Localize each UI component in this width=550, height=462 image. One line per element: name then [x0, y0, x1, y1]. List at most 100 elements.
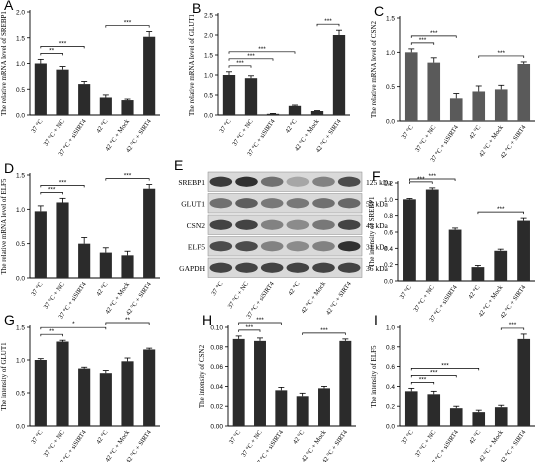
bar-6 [143, 188, 156, 278]
bar-5 [494, 407, 508, 426]
significance-bracket [40, 326, 107, 330]
bar-1 [403, 199, 416, 281]
y-tick-label: 1.5 [204, 53, 213, 60]
bar-6 [517, 338, 531, 426]
y-tick-label: 0.0 [16, 424, 25, 431]
x-tick-label: 42 °C [95, 281, 109, 297]
significance-label: *** [124, 173, 132, 180]
x-tick-label: 37 °C + NC [43, 281, 67, 310]
panel-letter: A [4, 0, 14, 13]
significance-label: *** [417, 176, 425, 183]
x-tick-label: 37 °C + NC [231, 118, 255, 147]
blot-band [209, 219, 233, 230]
y-tick-label: 1.0 [386, 50, 395, 57]
significance-label: *** [419, 376, 427, 383]
panel-letter: I [374, 312, 378, 328]
significance-bracket [410, 368, 480, 371]
blot-band [260, 198, 284, 209]
y-axis-label: The relative mRNA level of CSN2 [370, 20, 378, 118]
bar-1 [34, 211, 47, 278]
blot-panel-e: E SREBP1 125 kDa GLUT1 55 kDa CSN2 45 kDa ELF5 3… [174, 157, 392, 320]
y-tick-label: 0.06 [210, 364, 223, 371]
significance-label: *** [256, 317, 264, 324]
y-tick-label: 0.00 [210, 424, 223, 431]
blot-lane-label: 42 °C + SIRT4 [325, 280, 353, 317]
y-tick-label: 1.5 [16, 325, 25, 332]
blot-band [260, 262, 284, 273]
blot-row-label: SREBP1 [178, 178, 205, 187]
blot-band [286, 241, 310, 252]
y-tick-label: 0.08 [210, 344, 223, 351]
x-tick-label: 37 °C + NC [412, 284, 436, 313]
y-axis-label: The intensity of CSN2 [198, 344, 206, 408]
significance-bracket [40, 191, 63, 195]
x-tick-label: 42 °C [467, 284, 481, 300]
x-tick-label: 42 °C [95, 118, 109, 134]
x-tick-label: 37 °C [30, 281, 44, 297]
y-tick-label: 0.2 [386, 404, 395, 411]
significance-bracket [302, 332, 346, 335]
x-tick-label: 42 °C [292, 429, 306, 445]
bar-4 [99, 252, 112, 278]
bar-1 [34, 63, 47, 115]
blot-band [286, 262, 310, 273]
y-tick-label: 0.0 [16, 113, 25, 120]
panel-letter: B [192, 0, 201, 16]
bar-6 [143, 349, 156, 426]
blot-band [260, 241, 284, 252]
y-tick-label: 0.8 [384, 213, 393, 220]
significance-label: * [72, 321, 75, 328]
y-tick-label: 2.0 [204, 33, 213, 40]
bar-6 [339, 340, 352, 426]
x-tick-label: 42 °C [468, 124, 482, 140]
blot-band [312, 241, 335, 252]
y-tick-label: 0.0 [386, 424, 395, 431]
x-tick-label: 42 °C [468, 429, 482, 445]
bar-6 [143, 36, 156, 115]
x-tick-label: 42 °C [284, 118, 298, 134]
significance-label: *** [497, 206, 505, 213]
y-axis-label: The intensity of ELF5 [370, 345, 378, 408]
bar-3 [275, 390, 288, 426]
blot-band [312, 262, 335, 273]
significance-label: ** [49, 47, 55, 54]
significance-label: *** [59, 179, 67, 186]
bar-4 [472, 91, 486, 121]
bar-4 [471, 267, 485, 281]
significance-label: *** [428, 173, 436, 180]
blot-row-label: ELF5 [188, 242, 205, 251]
y-tick-label: 1.2 [384, 181, 393, 188]
x-tick-label: 37 °C + NC [43, 118, 67, 147]
significance-label: *** [441, 362, 449, 369]
blot-band [260, 176, 284, 187]
significance-bracket [40, 333, 63, 337]
y-tick-label: 0.8 [386, 344, 395, 351]
bar-3 [78, 368, 91, 426]
significance-bracket [238, 322, 282, 325]
y-axis-label: The relative mRNA level of GLUT1 [188, 13, 196, 116]
significance-bracket [410, 42, 435, 45]
y-tick-label: 0.0 [386, 119, 395, 126]
bar-2 [244, 78, 258, 115]
blot-band [312, 198, 335, 209]
blot-band [209, 176, 233, 187]
blot-band [209, 198, 233, 209]
significance-label: *** [59, 40, 67, 47]
y-tick-label: 0.6 [384, 230, 393, 237]
x-tick-label: 37 °C [228, 429, 242, 445]
y-tick-label: 0.5 [204, 93, 213, 100]
blot-band [337, 176, 361, 187]
bar-5 [310, 111, 324, 115]
chart-panel-h: H The intensity of CSN2 0.00 0.02 0.04 0.06 0.… [198, 312, 356, 462]
y-tick-label: 0.5 [16, 391, 25, 398]
blot-band [337, 198, 361, 209]
significance-bracket [105, 25, 150, 28]
blot-band [235, 219, 258, 230]
significance-label: *** [430, 30, 438, 37]
bar-2 [254, 340, 266, 426]
bar-2 [56, 202, 69, 278]
panel-letter: H [202, 312, 212, 328]
blot-band [235, 262, 258, 273]
blot-band [337, 219, 361, 230]
x-tick-label: 37 °C [399, 284, 413, 300]
